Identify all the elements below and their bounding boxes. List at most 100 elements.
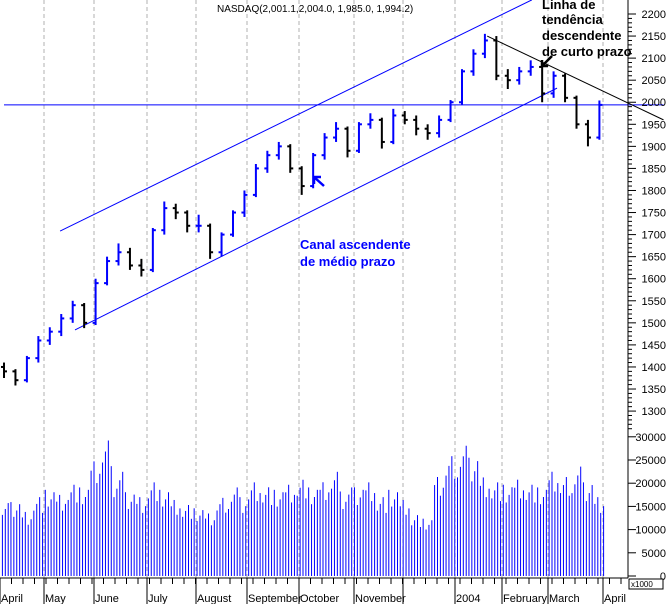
x-tick-label: February bbox=[503, 593, 548, 604]
x-tick-label: October bbox=[300, 593, 339, 604]
price-bar bbox=[424, 124, 431, 140]
price-bar bbox=[390, 108, 397, 145]
price-tick-label: 1900 bbox=[642, 141, 666, 153]
annotation-line-1: Linha de bbox=[542, 0, 595, 12]
volume-unit-box bbox=[628, 578, 664, 590]
price-tick-label: 2000 bbox=[642, 97, 666, 109]
price-tick-label: 2150 bbox=[642, 31, 666, 43]
price-bar bbox=[550, 71, 557, 98]
price-bar bbox=[195, 214, 202, 233]
upper-channel-line bbox=[59, 0, 533, 232]
price-bar bbox=[481, 33, 488, 59]
grid bbox=[43, 0, 604, 578]
volume-bars bbox=[1, 440, 605, 576]
price-tick-label: 1500 bbox=[642, 318, 666, 330]
price-bar bbox=[115, 243, 122, 266]
price-tick-label: 1450 bbox=[642, 340, 666, 352]
price-tick-label: 1300 bbox=[642, 406, 666, 418]
volume-tick-label: 0 bbox=[660, 571, 666, 583]
volume-tick-label: 30000 bbox=[635, 432, 666, 444]
price-tick-label: 1400 bbox=[642, 362, 666, 374]
x-tick-label: June bbox=[95, 593, 119, 604]
price-tick-label: 1750 bbox=[642, 208, 666, 220]
volume-tick-label: 20000 bbox=[635, 478, 666, 490]
annotation-line-3: descendente bbox=[542, 28, 621, 43]
price-bar bbox=[35, 336, 42, 363]
chart-title: NASDAQ(2,001.1,2,004.0, 1,985.0, 1,994.2… bbox=[217, 4, 413, 15]
price-bar bbox=[413, 115, 420, 136]
price-bar bbox=[58, 314, 65, 337]
x-tick-label: November bbox=[355, 593, 406, 604]
price-bar bbox=[241, 190, 248, 217]
volume-tick-label: 10000 bbox=[635, 525, 666, 537]
price-bar bbox=[562, 73, 569, 103]
annotation-channel-2: de médio prazo bbox=[300, 254, 395, 269]
price-bar bbox=[23, 355, 30, 383]
price-tick-label: 2050 bbox=[642, 75, 666, 87]
price-bar bbox=[504, 69, 511, 90]
price-bar bbox=[355, 122, 362, 153]
price-bar bbox=[447, 100, 454, 123]
price-bar bbox=[516, 66, 523, 85]
price-bar bbox=[184, 210, 191, 233]
price-bar bbox=[584, 119, 591, 147]
price-bar bbox=[172, 203, 179, 220]
price-tick-label: 2100 bbox=[642, 53, 666, 65]
x-tick-label: 2004 bbox=[456, 593, 480, 604]
trend-lines bbox=[4, 0, 664, 331]
price-bar bbox=[230, 210, 236, 237]
price-bar bbox=[69, 300, 76, 323]
price-bar bbox=[81, 302, 88, 329]
price-bar bbox=[149, 227, 156, 273]
annotation-line-2: tendência bbox=[542, 12, 603, 27]
price-bar bbox=[104, 256, 111, 286]
price-bar bbox=[161, 201, 168, 235]
annotation-channel-1: Canal ascendente bbox=[300, 237, 411, 252]
price-bar bbox=[1, 362, 7, 378]
price-tick-label: 1850 bbox=[642, 163, 666, 175]
price-tick-label: 1600 bbox=[642, 274, 666, 286]
lower-channel-line bbox=[74, 87, 558, 331]
x-tick-label: May bbox=[45, 593, 66, 604]
x-tick-label: July bbox=[148, 593, 168, 604]
price-bar bbox=[459, 69, 465, 105]
price-bar bbox=[378, 117, 385, 149]
short-trend-line bbox=[486, 35, 664, 121]
price-tick-label: 1550 bbox=[642, 296, 666, 308]
price-bar bbox=[92, 278, 99, 326]
price-bar bbox=[344, 126, 351, 158]
volume-tick-label: 15000 bbox=[635, 501, 666, 513]
volume-unit-label: x1000 bbox=[631, 580, 653, 589]
price-bar bbox=[401, 111, 408, 125]
price-bar bbox=[367, 113, 374, 129]
x-tick-label: August bbox=[197, 593, 231, 604]
x-tick-label: September bbox=[248, 593, 302, 604]
x-tick-label: April bbox=[604, 593, 626, 604]
price-bar bbox=[573, 95, 580, 129]
volume-tick-label: 5000 bbox=[642, 548, 666, 560]
x-tick-label: April bbox=[1, 593, 23, 604]
price-bar bbox=[287, 144, 294, 173]
channel-annotation: Canal ascendente de médio prazo bbox=[300, 175, 411, 269]
price-bar bbox=[218, 232, 225, 257]
price-tick-label: 1350 bbox=[642, 384, 666, 396]
x-tick-label: March bbox=[549, 593, 580, 604]
price-bar bbox=[436, 115, 443, 138]
price-tick-label: 1700 bbox=[642, 230, 666, 242]
price-tick-label: 2200 bbox=[642, 9, 666, 21]
volume-tick-label: 25000 bbox=[635, 455, 666, 467]
annotation-line-4: de curto prazo bbox=[542, 44, 632, 59]
price-bar bbox=[275, 141, 282, 160]
arrow-icon bbox=[540, 55, 553, 68]
price-bars bbox=[1, 33, 603, 386]
price-tick-label: 1950 bbox=[642, 119, 666, 131]
price-bar bbox=[493, 36, 500, 81]
price-bar bbox=[333, 122, 340, 142]
price-bar bbox=[264, 150, 271, 173]
price-bar bbox=[539, 64, 546, 103]
arrow-icon bbox=[312, 175, 325, 187]
price-bar bbox=[298, 166, 305, 195]
